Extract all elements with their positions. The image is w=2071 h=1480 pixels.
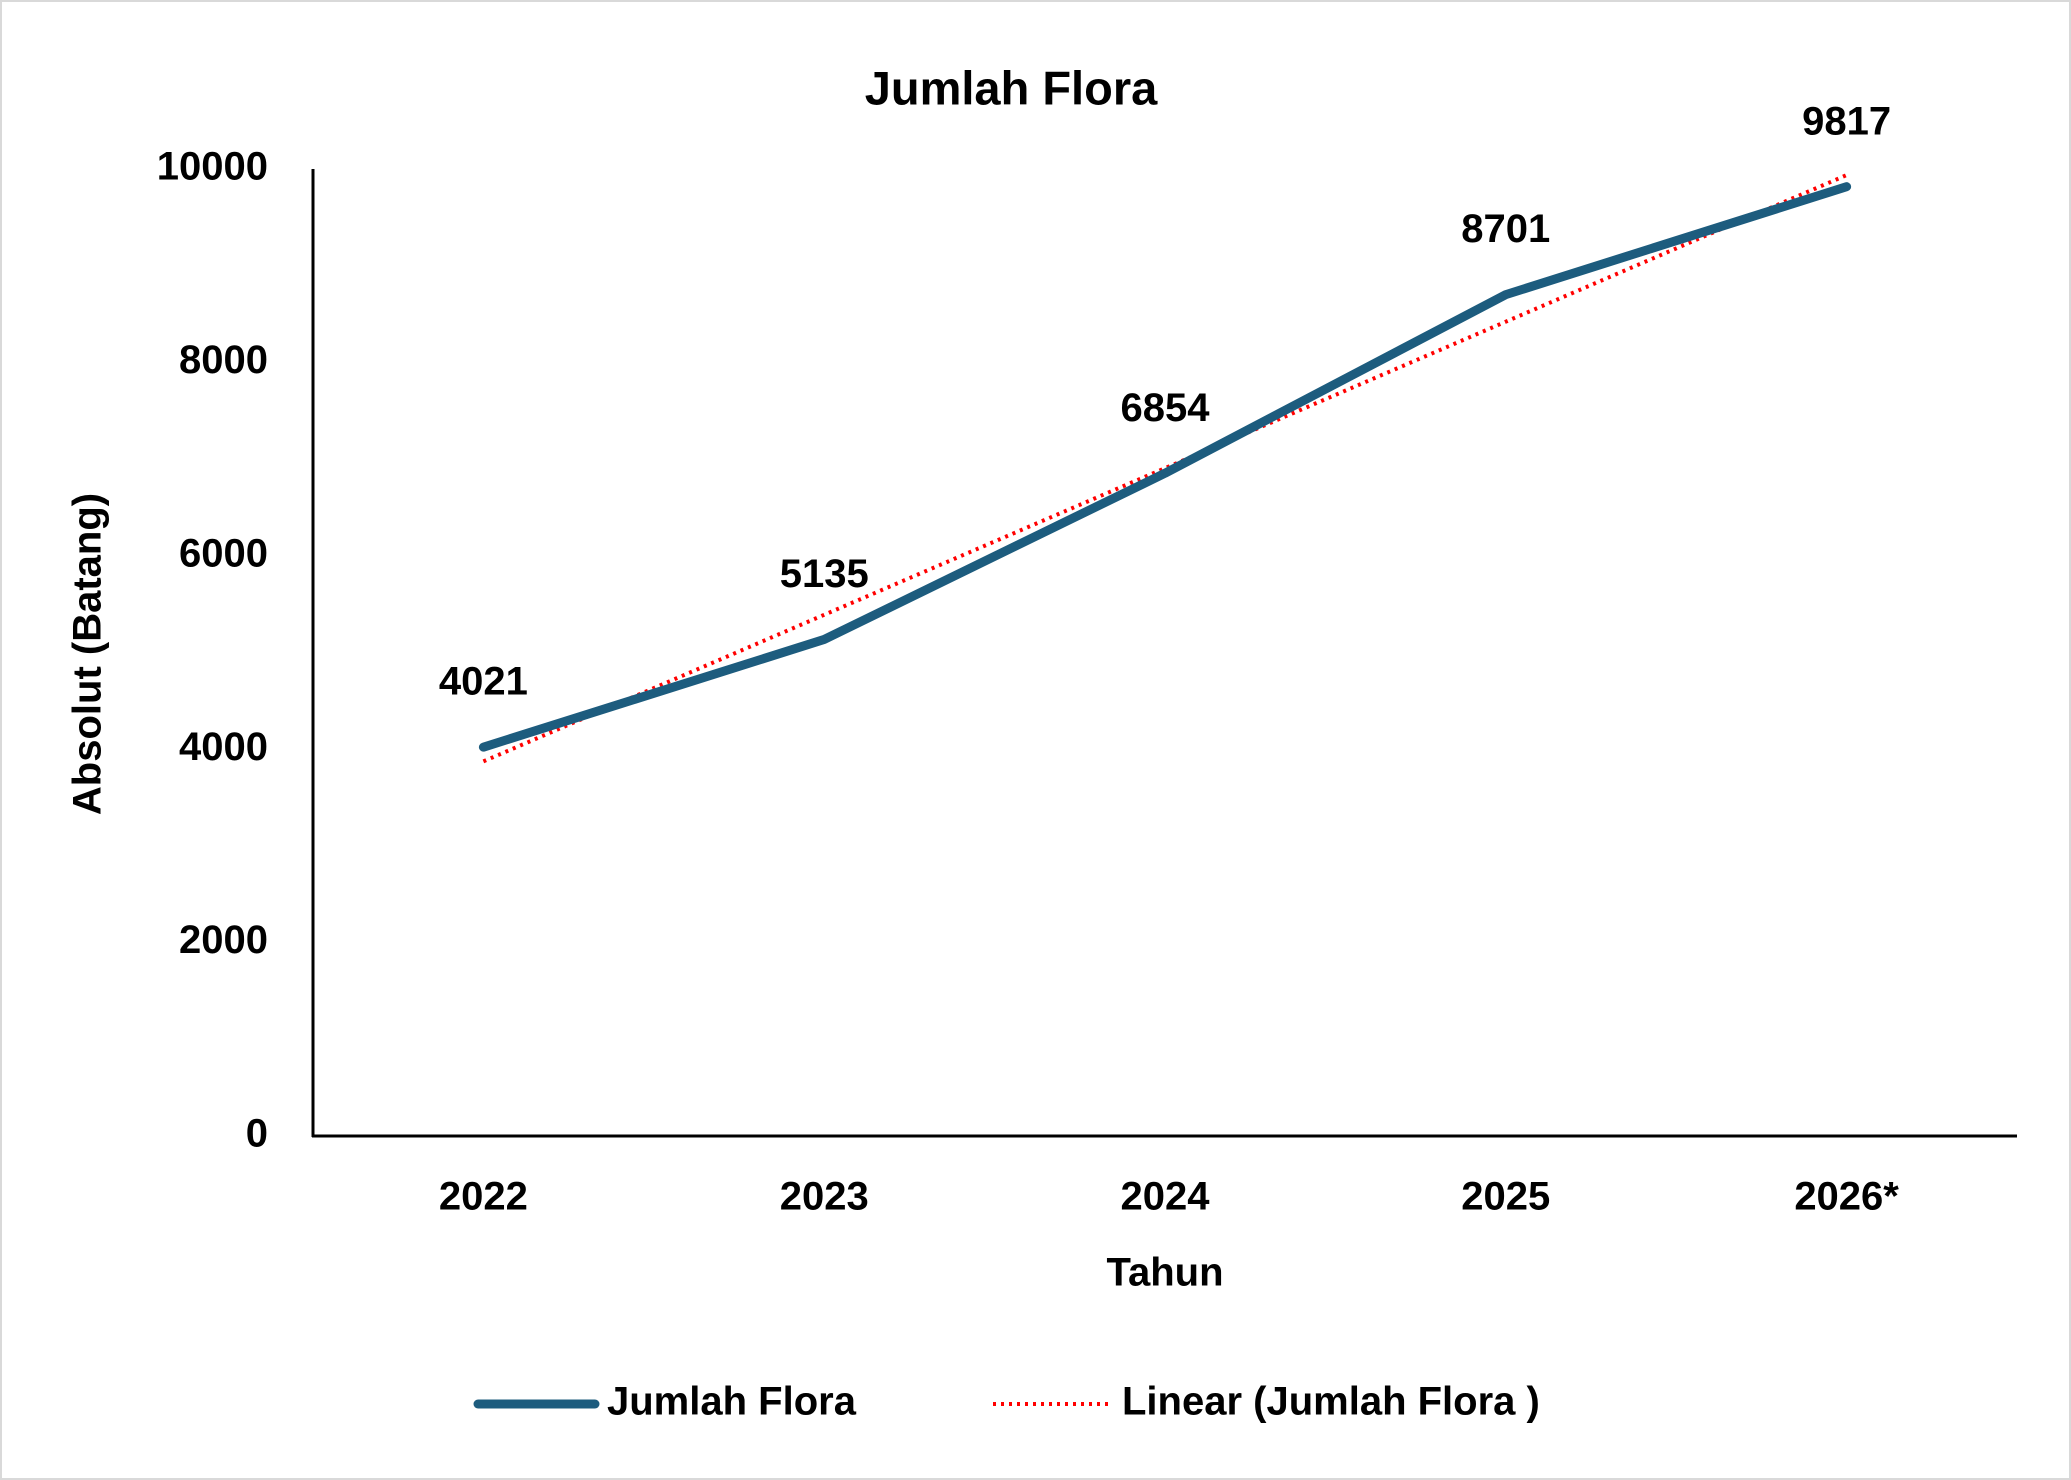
x-tick-label: 2025 xyxy=(1461,1175,1550,1219)
x-axis-label: Tahun xyxy=(1106,1251,1223,1295)
x-tick-label: 2023 xyxy=(780,1175,869,1219)
x-tick-label: 2022 xyxy=(439,1175,528,1219)
legend-label: Linear (Jumlah Flora ) xyxy=(1122,1380,1540,1424)
series-line xyxy=(478,182,1852,752)
y-tick-label: 6000 xyxy=(179,531,268,575)
y-tick-label: 10000 xyxy=(157,145,268,189)
legend-label: Jumlah Flora xyxy=(607,1380,857,1424)
x-tick-label: 2024 xyxy=(1121,1175,1211,1219)
data-label: 5135 xyxy=(780,552,869,596)
data-label: 6854 xyxy=(1121,386,1211,430)
data-label: 9817 xyxy=(1802,99,1891,143)
y-tick-label: 2000 xyxy=(179,918,268,962)
data-label: 8701 xyxy=(1461,207,1550,251)
y-tick-label: 4000 xyxy=(179,725,268,769)
y-axis-label: Absolut (Batang) xyxy=(66,493,110,815)
chart-title: Jumlah Flora xyxy=(865,61,1158,114)
y-tick-label: 0 xyxy=(246,1112,268,1156)
y-tick-label: 8000 xyxy=(179,338,268,382)
data-label: 4021 xyxy=(439,660,528,704)
x-tick-label: 2026* xyxy=(1794,1175,1899,1219)
